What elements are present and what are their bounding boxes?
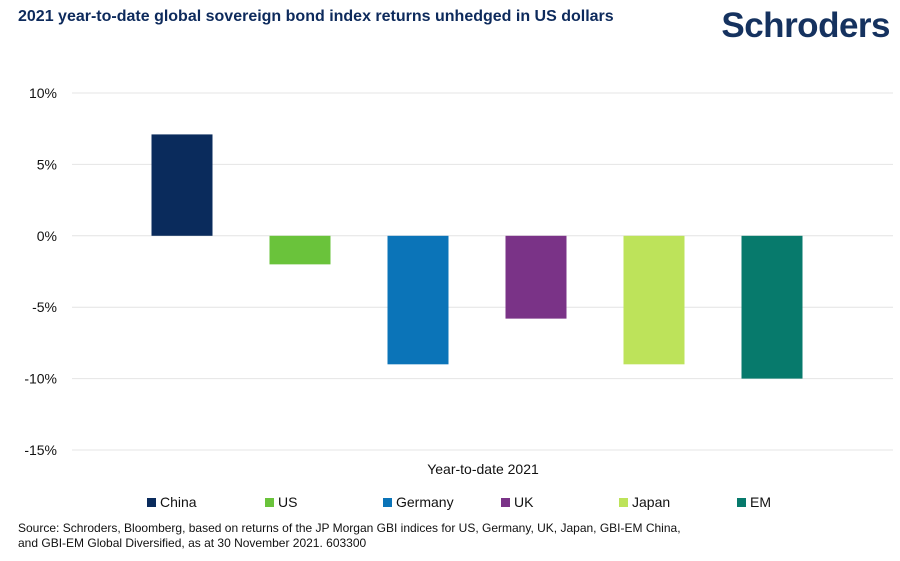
bar-em <box>741 235 803 379</box>
bar-chart: 10% 5% 0% -5% -10% -15% Year-to-date 2021 <box>24 85 893 477</box>
legend-label: EM <box>750 494 771 510</box>
brand-logo: Schroders <box>721 6 890 45</box>
legend-item-china: China <box>147 494 197 510</box>
legend-label: Germany <box>396 494 454 510</box>
bar-germany <box>387 235 449 365</box>
legend-swatch <box>265 497 274 507</box>
y-tick-label: -5% <box>32 299 57 315</box>
y-tick-label: 5% <box>37 156 57 172</box>
legend-label: US <box>278 494 298 510</box>
y-tick-label: 0% <box>37 228 57 244</box>
bar-china <box>151 134 213 236</box>
legend-item-em: EM <box>737 494 771 510</box>
legend-swatch <box>383 497 392 507</box>
source-line-1: Source: Schroders, Bloomberg, based on r… <box>18 521 681 535</box>
legend-item-japan: Japan <box>619 494 670 510</box>
legend-swatch <box>501 497 510 507</box>
bars <box>151 134 803 379</box>
legend-swatch <box>147 497 156 507</box>
legend-item-germany: Germany <box>383 494 454 510</box>
y-tick-label: -10% <box>24 371 57 387</box>
y-tick-label: -15% <box>24 442 57 458</box>
legend-label: UK <box>514 494 534 510</box>
bar-uk <box>505 235 567 319</box>
y-tick-label: 10% <box>29 85 57 101</box>
source-note: Source: Schroders, Bloomberg, based on r… <box>18 521 878 551</box>
legend-label: Japan <box>632 494 671 510</box>
legend: China US Germany UK Japan EM <box>0 494 900 514</box>
legend-swatch <box>737 497 746 507</box>
bar-us <box>269 235 331 265</box>
chart-title: 2021 year-to-date global sovereign bond … <box>18 8 614 25</box>
legend-item-us: US <box>265 494 297 510</box>
y-axis-ticks: 10% 5% 0% -5% -10% -15% <box>24 85 57 458</box>
bar-japan <box>623 235 685 365</box>
source-line-2: and GBI-EM Global Diversified, as at 30 … <box>18 536 367 550</box>
legend-item-uk: UK <box>501 494 533 510</box>
x-axis-label: Year-to-date 2021 <box>427 461 539 477</box>
legend-swatch <box>619 497 628 507</box>
legend-label: China <box>160 494 197 510</box>
